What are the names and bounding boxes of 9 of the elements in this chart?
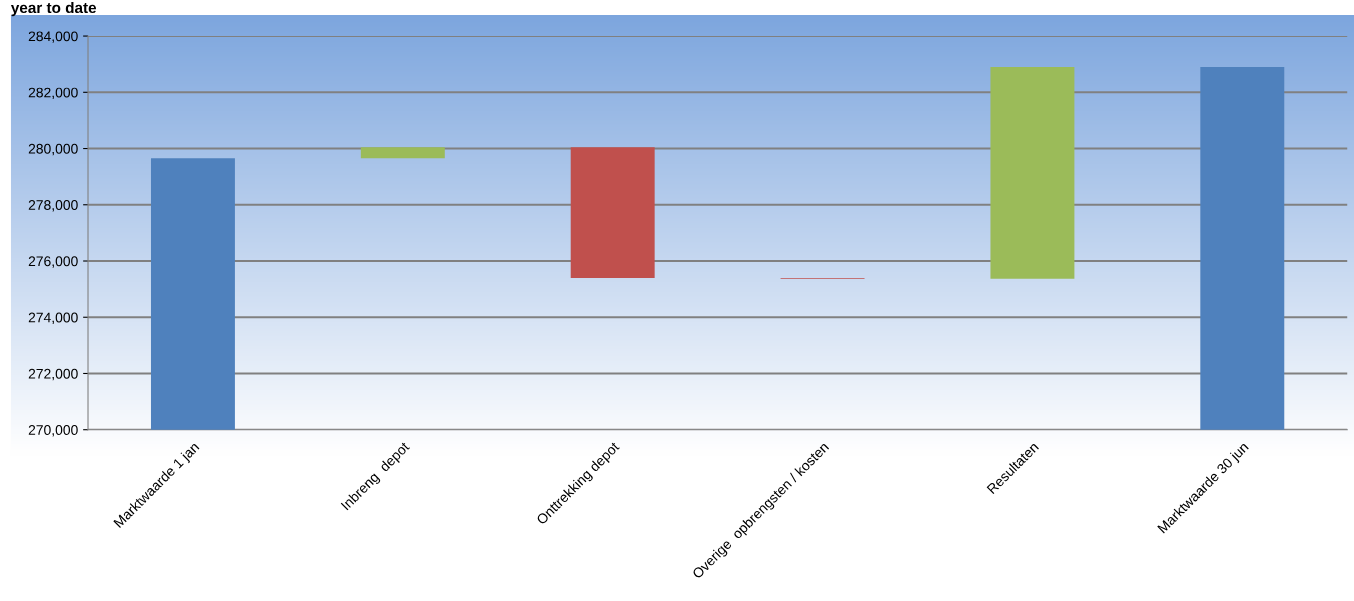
y-tick-label: 276,000 (28, 256, 78, 268)
y-tick-label: 274,000 (28, 312, 78, 325)
y-tick-label: 270,000 (28, 425, 78, 437)
y-tick-label: 278,000 (28, 200, 78, 212)
y-tick-label: 280,000 (28, 143, 78, 156)
y-tick-label: 282,000 (28, 87, 78, 100)
y-tick-label: 272,000 (28, 368, 78, 381)
y-tick-label: 284,000 (28, 31, 78, 43)
chart-title: year to date (10, 1, 97, 17)
